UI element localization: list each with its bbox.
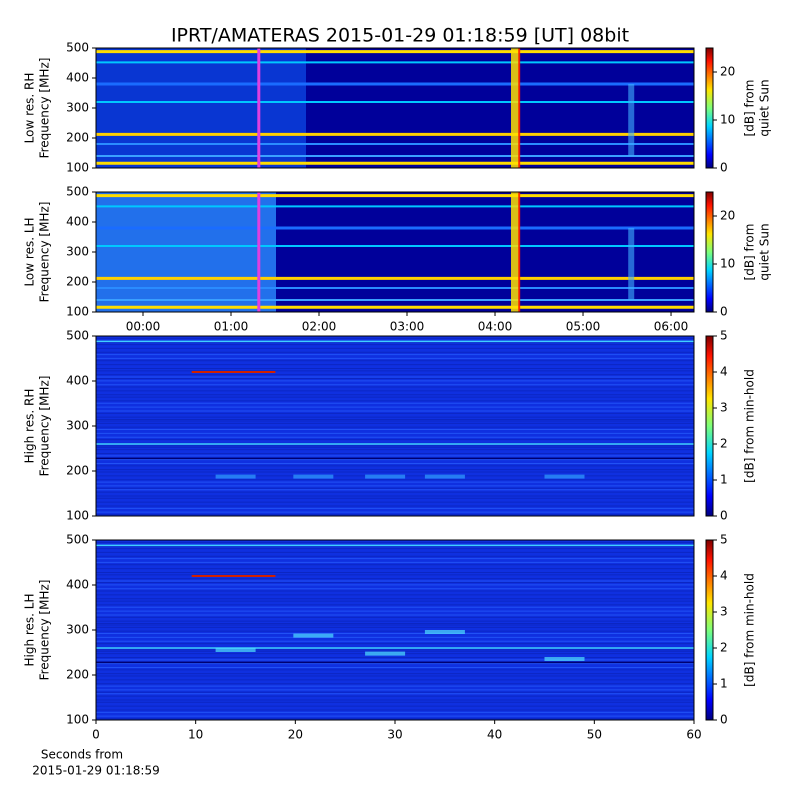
x-tick-label: 60 <box>686 728 701 742</box>
spectrum-texture <box>365 651 406 656</box>
y-tick-label: 400 <box>66 578 89 592</box>
y-tick-label: 200 <box>66 131 89 145</box>
y-tick-label: 300 <box>66 245 89 259</box>
y-tick-label: 200 <box>66 464 89 478</box>
y-tick-label: 500 <box>66 41 89 55</box>
x-tick-label: 05:00 <box>566 320 601 334</box>
colorbar-tick-label: 20 <box>720 65 735 79</box>
x-axis-label: Seconds from <box>41 748 123 762</box>
colorbar-tick-label: 3 <box>720 605 728 619</box>
spectrum-background <box>96 540 694 720</box>
colorbar-tick-label: 10 <box>720 113 735 127</box>
x-tick-label: 50 <box>587 728 602 742</box>
colorbar-tick-label: 10 <box>720 257 735 271</box>
spectrum-texture <box>424 630 465 634</box>
colorbar-tick-label: 20 <box>720 209 735 223</box>
y-axis-label: Low res. LH <box>23 217 37 286</box>
spectrum-texture <box>544 657 585 661</box>
y-tick-label: 300 <box>66 419 89 433</box>
colorbar-tick-label: 1 <box>720 473 728 487</box>
x-tick-label: 04:00 <box>478 320 513 334</box>
y-tick-label: 100 <box>66 713 89 727</box>
y-tick-label: 400 <box>66 374 89 388</box>
y-tick-label: 400 <box>66 71 89 85</box>
colorbar-tick-label: 0 <box>720 713 728 727</box>
colorbar <box>705 191 714 313</box>
y-tick-label: 500 <box>66 329 89 343</box>
spectrum-texture <box>293 633 334 638</box>
spectrum-texture <box>424 474 465 479</box>
x-tick-label: 30 <box>387 728 402 742</box>
spectrum-texture <box>96 48 306 168</box>
x-tick-label: 03:00 <box>390 320 425 334</box>
colorbar-tick-label: 4 <box>720 365 728 379</box>
spectrum-texture <box>628 228 635 300</box>
y-axis-label: Frequency [MHz] <box>38 202 52 303</box>
spectrum-texture <box>544 474 585 479</box>
y-axis-label: High res. RH <box>23 389 37 464</box>
colorbar-tick-label: 0 <box>720 509 728 523</box>
colorbar <box>705 539 714 721</box>
colorbar-tick-label: 2 <box>720 437 728 451</box>
colorbar-tick-label: 2 <box>720 641 728 655</box>
colorbar-label: [dB] from <box>743 80 757 137</box>
x-tick-label: 02:00 <box>302 320 337 334</box>
y-axis-label: Frequency [MHz] <box>38 58 52 159</box>
y-axis-label: Frequency [MHz] <box>38 580 52 681</box>
y-tick-label: 500 <box>66 533 89 547</box>
y-tick-label: 200 <box>66 668 89 682</box>
y-axis-label: Low res. RH <box>23 73 37 144</box>
colorbar-label: [dB] from <box>743 224 757 281</box>
colorbar-tick-label: 5 <box>720 533 728 547</box>
x-axis-label: 2015-01-29 01:18:59 <box>32 764 159 778</box>
x-tick-label: 01:00 <box>214 320 249 334</box>
y-tick-label: 400 <box>66 215 89 229</box>
spectrum-texture <box>96 192 276 312</box>
colorbar <box>705 335 714 517</box>
spectrum-texture <box>518 48 521 168</box>
x-tick-label: 20 <box>288 728 303 742</box>
spectrum-background <box>96 336 694 516</box>
colorbar-label: [dB] from min-hold <box>743 573 757 687</box>
y-axis-label: Frequency [MHz] <box>38 376 52 477</box>
colorbar-label: [dB] from min-hold <box>743 369 757 483</box>
colorbar-tick-label: 1 <box>720 677 728 691</box>
y-tick-label: 200 <box>66 275 89 289</box>
y-tick-label: 300 <box>66 101 89 115</box>
colorbar-tick-label: 5 <box>720 329 728 343</box>
y-tick-label: 100 <box>66 161 89 175</box>
colorbar-tick-label: 0 <box>720 161 728 175</box>
spectrum-texture <box>293 474 334 479</box>
spectrum-texture <box>365 474 406 479</box>
y-axis-label: High res. LH <box>23 593 37 666</box>
y-tick-label: 100 <box>66 305 89 319</box>
spectrum-texture <box>511 48 520 168</box>
colorbar-label: quiet Sun <box>758 223 772 280</box>
y-tick-label: 300 <box>66 623 89 637</box>
y-tick-label: 100 <box>66 509 89 523</box>
y-tick-label: 500 <box>66 185 89 199</box>
colorbar <box>705 47 714 169</box>
colorbar-tick-label: 3 <box>720 401 728 415</box>
x-tick-label: 10 <box>188 728 203 742</box>
colorbar-tick-label: 0 <box>720 305 728 319</box>
spectrum-texture <box>215 474 256 479</box>
x-tick-label: 00:00 <box>126 320 161 334</box>
colorbar-label: quiet Sun <box>758 79 772 136</box>
x-tick-label: 40 <box>487 728 502 742</box>
x-tick-label: 06:00 <box>654 320 689 334</box>
spectrum-texture <box>215 648 256 652</box>
x-tick-label: 0 <box>92 728 100 742</box>
colorbar-tick-label: 4 <box>720 569 728 583</box>
spectrum-texture <box>511 192 520 312</box>
spectrum-texture <box>628 84 635 156</box>
spectrum-texture <box>518 192 521 312</box>
figure-title: IPRT/AMATERAS 2015-01-29 01:18:59 [UT] 0… <box>171 25 629 47</box>
